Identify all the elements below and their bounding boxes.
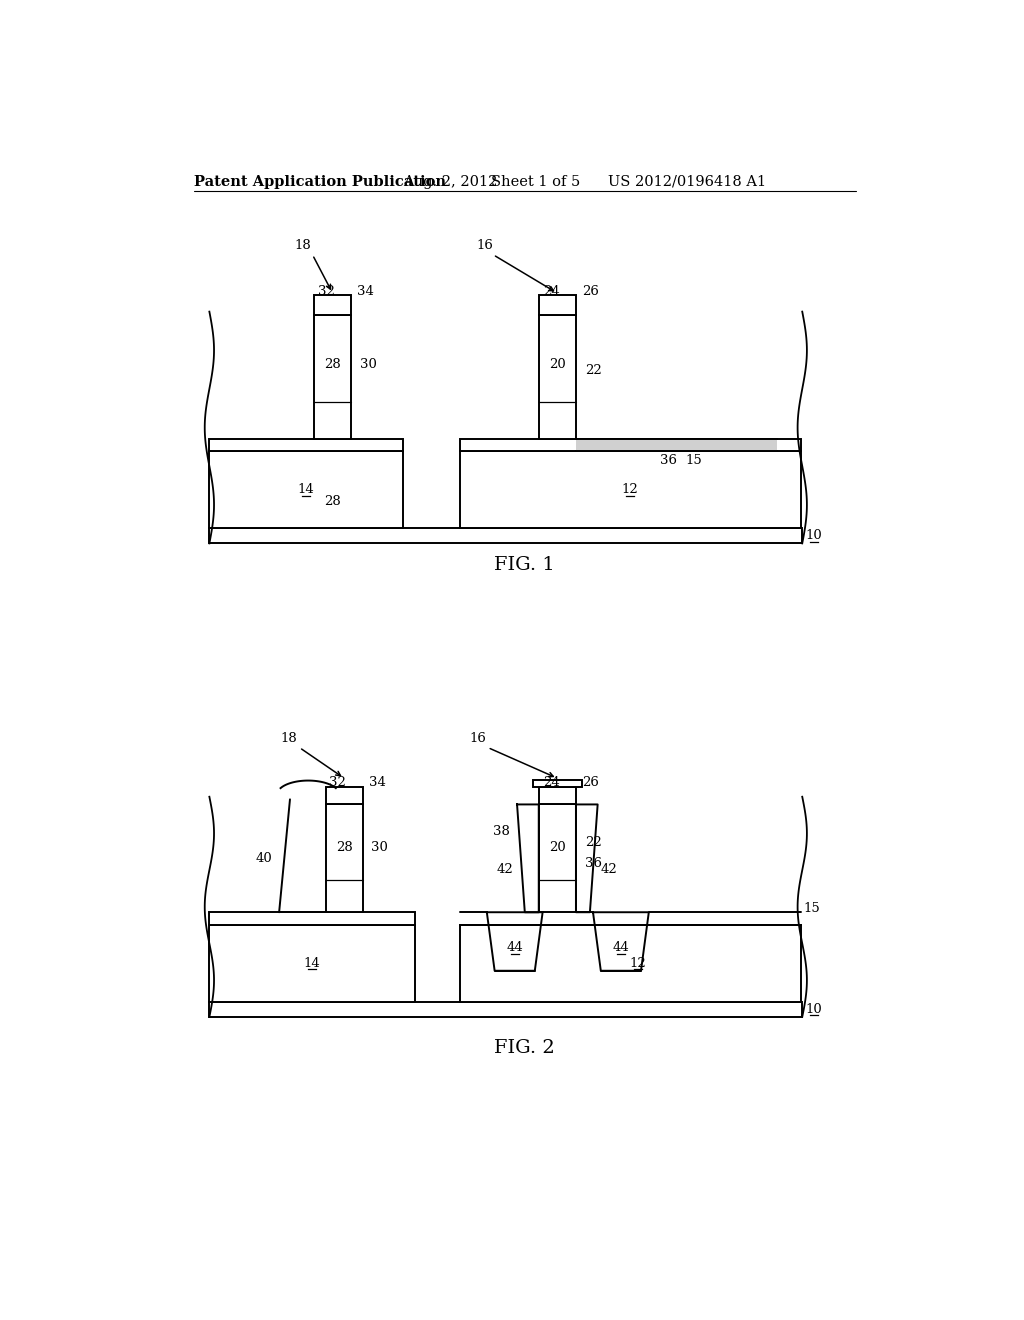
Text: 15: 15	[685, 454, 702, 467]
Bar	[539, 315, 575, 438]
Text: 10: 10	[806, 529, 822, 543]
Text: Aug. 2, 2012: Aug. 2, 2012	[403, 174, 498, 189]
Bar	[539, 788, 575, 804]
Text: 24: 24	[543, 776, 559, 789]
Text: 12: 12	[622, 483, 639, 496]
Text: 22: 22	[585, 364, 601, 378]
Text: FIG. 2: FIG. 2	[495, 1039, 555, 1057]
Text: 34: 34	[357, 285, 375, 298]
Text: 28: 28	[336, 841, 352, 854]
Text: 28: 28	[325, 358, 341, 371]
Text: 26: 26	[583, 776, 599, 789]
Bar	[326, 788, 362, 804]
Bar	[539, 804, 575, 912]
Bar	[460, 451, 801, 528]
Bar	[532, 780, 583, 788]
Text: Sheet 1 of 5: Sheet 1 of 5	[490, 174, 580, 189]
Text: 44: 44	[612, 941, 630, 954]
Text: 15: 15	[803, 902, 820, 915]
Text: 30: 30	[372, 841, 388, 854]
Text: 42: 42	[601, 862, 617, 875]
Text: 20: 20	[549, 841, 565, 854]
Bar	[314, 296, 351, 315]
Text: 32: 32	[330, 776, 346, 789]
Bar	[460, 924, 801, 1002]
Bar	[209, 451, 403, 528]
Text: 20: 20	[549, 358, 565, 371]
Text: 18: 18	[294, 239, 310, 252]
Text: 26: 26	[583, 285, 599, 298]
Text: 30: 30	[359, 358, 377, 371]
Text: 10: 10	[806, 1003, 822, 1016]
Bar	[539, 296, 575, 315]
Bar	[209, 1002, 802, 1016]
Bar	[460, 438, 801, 451]
Text: 14: 14	[304, 957, 321, 970]
Text: 16: 16	[477, 239, 494, 252]
Bar	[209, 438, 403, 451]
Bar	[209, 924, 415, 1002]
Text: 42: 42	[497, 862, 514, 875]
Text: 44: 44	[506, 941, 523, 954]
Text: 38: 38	[494, 825, 510, 838]
Bar	[314, 315, 351, 438]
Bar	[326, 804, 362, 912]
Text: FIG. 1: FIG. 1	[495, 556, 555, 574]
Text: 40: 40	[255, 851, 272, 865]
Bar	[209, 912, 415, 924]
Text: 22: 22	[585, 836, 601, 849]
Text: 36: 36	[585, 857, 601, 870]
Text: Patent Application Publication: Patent Application Publication	[194, 174, 445, 189]
Text: 32: 32	[317, 285, 335, 298]
Text: 12: 12	[630, 957, 646, 970]
Bar	[209, 528, 802, 544]
Text: 14: 14	[298, 483, 314, 496]
Text: 34: 34	[369, 776, 386, 789]
Text: 18: 18	[281, 731, 298, 744]
Text: US 2012/0196418 A1: US 2012/0196418 A1	[608, 174, 767, 189]
Text: 28: 28	[325, 495, 341, 508]
Bar	[575, 438, 777, 451]
Text: 16: 16	[469, 731, 486, 744]
Text: 24: 24	[543, 285, 559, 298]
Text: 36: 36	[660, 454, 678, 467]
